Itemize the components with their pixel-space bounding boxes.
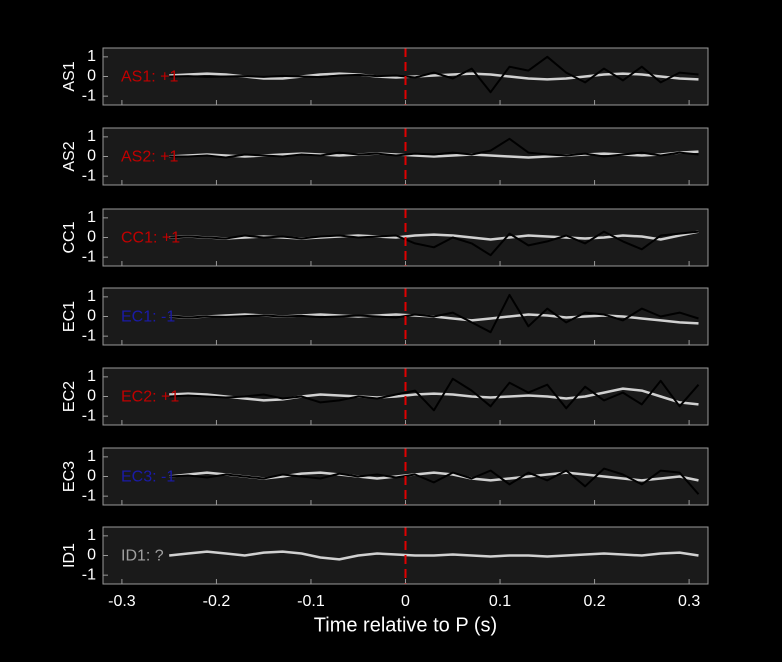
panel-annotation: AS2: +1 [121, 149, 178, 166]
y-axis-label: EC2 [61, 381, 78, 412]
y-tick-label: -1 [82, 487, 96, 504]
trace [169, 467, 700, 495]
y-axis-label: CC1 [61, 221, 78, 253]
panel-border [102, 47, 709, 106]
y-tick-label: -1 [82, 566, 96, 583]
y-tick-label: 0 [87, 229, 96, 246]
x-tick-label: -0.1 [297, 593, 325, 610]
x-axis-label: Time relative to P (s) [314, 614, 497, 636]
y-tick-label: -1 [82, 248, 96, 265]
y-tick-label: 0 [87, 68, 96, 85]
y-tick-label: 1 [87, 527, 96, 544]
y-axis-label: ID1 [61, 543, 78, 568]
trace [169, 230, 699, 257]
x-tick-label: 0.3 [678, 593, 700, 610]
trace [169, 550, 699, 561]
panel-border [102, 367, 709, 426]
panel-annotation: EC1: -1 [121, 309, 175, 326]
y-tick-label: 1 [87, 209, 96, 226]
y-tick-label: 0 [87, 468, 96, 485]
y-tick-label: 0 [87, 547, 96, 564]
panel-annotation: EC2: +1 [121, 389, 179, 406]
panel-border [102, 447, 709, 506]
y-tick-label: -1 [82, 407, 96, 424]
x-tick-label: -0.3 [108, 593, 136, 610]
x-tick-label: 0.1 [489, 593, 511, 610]
panel-border [102, 526, 709, 585]
x-tick-label: -0.2 [203, 593, 231, 610]
trace [169, 377, 700, 412]
panel-annotation: CC1: +1 [121, 230, 180, 247]
y-tick-label: 1 [87, 48, 96, 65]
y-tick-label: 1 [87, 288, 96, 305]
y-axis-label: AS2 [61, 141, 78, 171]
panel-border [102, 208, 709, 267]
trace [169, 137, 699, 159]
trace [169, 387, 699, 406]
y-tick-label: 1 [87, 368, 96, 385]
panel-annotation: ID1: ? [121, 548, 164, 565]
panel-border [102, 127, 709, 186]
trace [169, 293, 699, 334]
trace [169, 72, 699, 81]
y-tick-label: -1 [82, 327, 96, 344]
y-tick-label: 1 [87, 128, 96, 145]
y-axis-label: AS1 [61, 61, 78, 91]
y-tick-label: 0 [87, 388, 96, 405]
panel-annotation: AS1: +1 [121, 69, 178, 86]
x-tick-label: 0 [401, 593, 410, 610]
y-tick-label: 1 [87, 448, 96, 465]
y-tick-label: 0 [87, 148, 96, 165]
y-tick-label: 0 [87, 308, 96, 325]
x-tick-label: 0.2 [583, 593, 605, 610]
trace [169, 55, 699, 94]
panel-annotation: EC3: -1 [121, 469, 175, 486]
y-tick-label: -1 [82, 87, 96, 104]
y-tick-label: -1 [82, 167, 96, 184]
y-axis-label: EC3 [61, 461, 78, 492]
panel-border [102, 287, 709, 346]
y-axis-label: EC1 [61, 301, 78, 332]
